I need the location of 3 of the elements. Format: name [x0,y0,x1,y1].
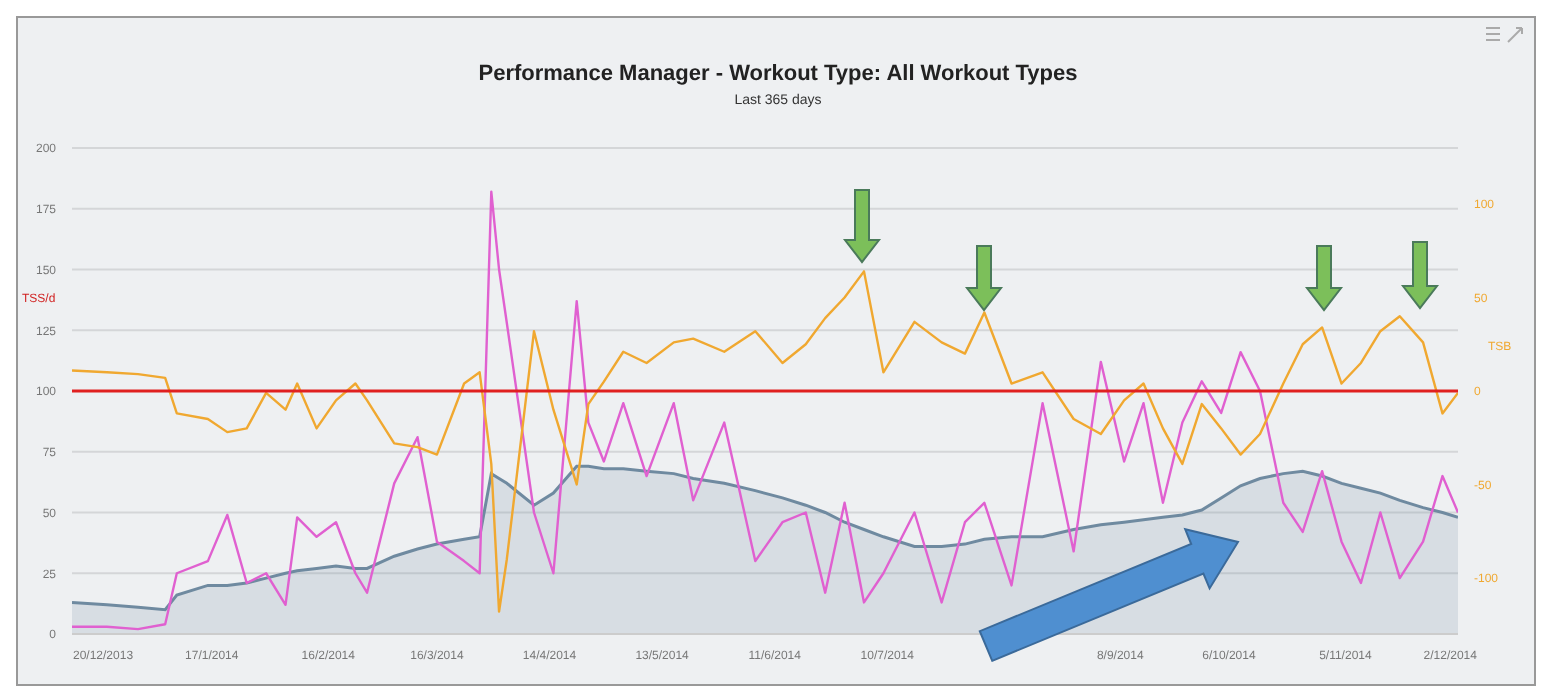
line-series [72,190,1458,631]
chart-title: Performance Manager - Workout Type: All Workout Types [476,62,1080,86]
line-series [72,270,1458,613]
